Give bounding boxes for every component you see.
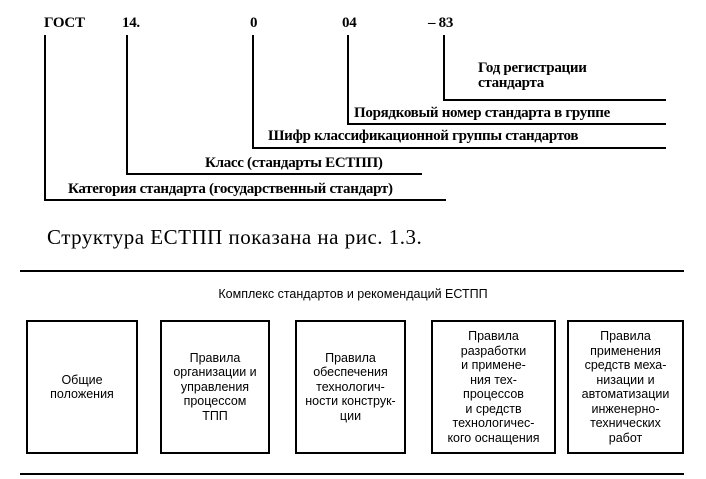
leader-class-horizontal (126, 173, 422, 175)
leader-category-vertical (44, 35, 46, 201)
leader-group-horizontal (252, 147, 666, 149)
label-group: Шифр классификационной группы стандартов (268, 128, 579, 144)
leader-number-horizontal (347, 123, 666, 125)
code-part-group: 0 (250, 15, 258, 31)
leader-number-vertical (347, 35, 349, 125)
leader-category-horizontal (44, 199, 446, 201)
caption-text: Структура ЕСТПП показана на рис. 1.3. (47, 225, 423, 249)
complex-title: Комплекс стандартов и рекомендаций ЕСТПП (218, 287, 488, 301)
box-general: Общие положения (26, 320, 138, 454)
code-part-class: 14. (122, 15, 140, 31)
code-part-number: 04 (342, 15, 357, 31)
code-part-gost: ГОСТ (44, 15, 85, 31)
label-class: Класс (стандарты ЕСТПП) (205, 155, 383, 171)
box-manufacturability: Правила обеспечения технологич- ности ко… (295, 320, 406, 454)
leader-year-vertical (443, 35, 445, 101)
label-category: Категория стандарта (государственный ста… (68, 181, 393, 197)
code-part-year: – 83 (428, 15, 454, 31)
label-year: Год регистрации стандарта (478, 60, 587, 91)
top-rule (20, 270, 684, 272)
box-text: Общие положения (50, 372, 114, 402)
box-mechanization: Правила применения средств меха- низации… (567, 320, 684, 454)
box-text: Правила применения средств меха- низации… (581, 329, 670, 445)
leader-class-vertical (126, 35, 128, 175)
box-organization: Правила организации и управления процесс… (160, 320, 270, 454)
box-text: Правила организации и управления процесс… (173, 350, 257, 423)
box-processes: Правила разработки и примене- ния тех- п… (431, 320, 556, 454)
bottom-rule (20, 473, 684, 475)
leader-group-vertical (252, 35, 254, 149)
box-text: Правила обеспечения технологич- ности ко… (305, 350, 396, 423)
leader-year-horizontal (443, 99, 666, 101)
box-text: Правила разработки и примене- ния тех- п… (447, 329, 540, 445)
label-number: Порядковый номер стандарта в группе (354, 105, 610, 121)
